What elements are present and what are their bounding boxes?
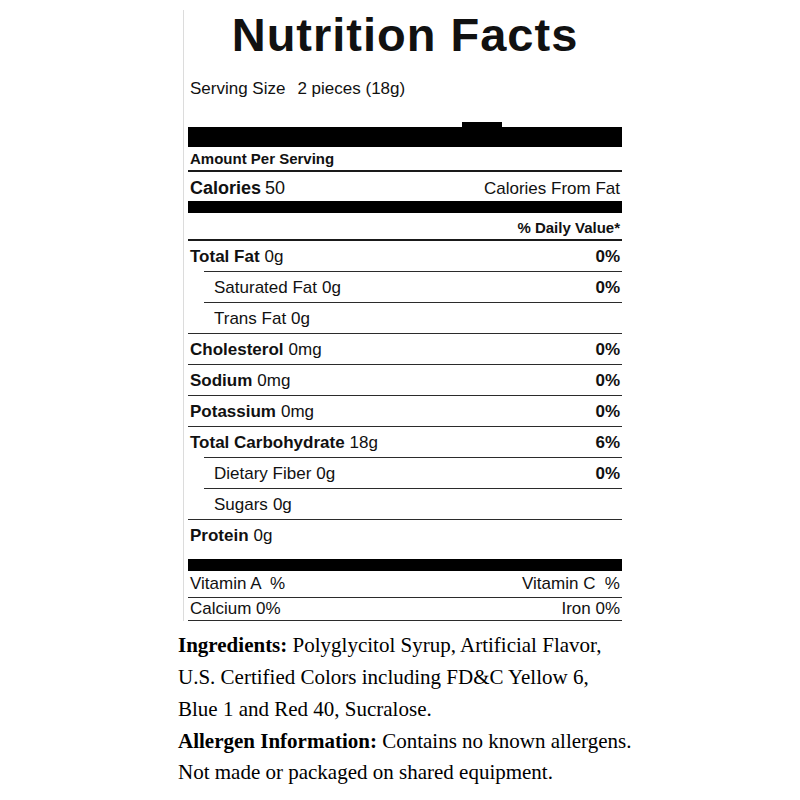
nutrient-amount: 0g [273, 495, 292, 514]
calories-row: Calories50 Calories From Fat [188, 172, 622, 201]
nutrient-row-protein: Protein 0g [188, 520, 622, 551]
nutrient-amount: 0g [322, 278, 341, 297]
nutrient-name: Potassium [190, 402, 276, 421]
nutrient-daily-value: 0% [595, 371, 620, 391]
nutrient-daily-value: 0% [595, 340, 620, 360]
nutrient-daily-value: 0% [595, 278, 620, 298]
nutrient-name: Trans Fat [214, 309, 286, 328]
ingredients-line-3: Blue 1 and Red 40, Sucralose. [178, 693, 663, 725]
nutrient-name: Protein [190, 526, 249, 545]
allergen-line-1: Allergen Information: Contains no known … [178, 726, 663, 757]
thick-rule-notch [462, 122, 502, 128]
daily-value-header: % Daily Value* [188, 213, 622, 241]
nutrient-row-sugars: Sugars 0g [188, 489, 622, 520]
calcium-value: Calcium 0% [190, 599, 281, 619]
iron-value: Iron 0% [561, 599, 620, 619]
nutrient-row-dietary-fiber: Dietary Fiber 0g 0% [188, 458, 622, 489]
nutrient-name: Saturated Fat [214, 278, 317, 297]
nutrient-amount: 0g [316, 464, 335, 483]
nutrient-name: Dietary Fiber [214, 464, 311, 483]
serving-size-row: Serving Size 2 pieces (18g) [188, 80, 622, 97]
ingredients-line-1: Ingredients: Polyglycitol Syrup, Artific… [178, 629, 663, 661]
allergen-section: Allergen Information: Contains no known … [178, 726, 663, 788]
top-thick-rule [188, 127, 622, 147]
vitamin-c-value: Vitamin C % [522, 574, 620, 594]
nutrient-amount: 0mg [257, 371, 290, 390]
vitamin-ac-row: Vitamin A % Vitamin C % [188, 571, 622, 598]
amount-per-serving-header: Amount Per Serving [188, 151, 622, 172]
nutrient-name: Total Fat [190, 247, 260, 266]
nutrient-amount: 18g [350, 433, 378, 452]
calories-value: 50 [265, 178, 285, 198]
nutrient-row-total-fat: Total Fat 0g 0% [188, 241, 622, 272]
serving-size-label: Serving Size [190, 79, 285, 98]
ingredients-heading: Ingredients: [178, 633, 287, 657]
nutrient-amount: 0g [254, 526, 273, 545]
nutrient-amount: 0g [265, 247, 284, 266]
nutrient-amount: 0mg [281, 402, 314, 421]
nutrient-amount: 0mg [289, 340, 322, 359]
label-title: Nutrition Facts [188, 13, 622, 57]
vitamin-a-value: Vitamin A % [190, 574, 285, 594]
nutrient-name: Total Carbohydrate [190, 433, 345, 452]
nutrient-daily-value: 0% [595, 464, 620, 484]
serving-size-value: 2 pieces (18g) [297, 79, 405, 98]
nutrient-daily-value: 0% [595, 402, 620, 422]
nutrient-daily-value: 6% [595, 433, 620, 453]
calories-thick-rule [188, 201, 622, 213]
allergen-line-2: Not made or packaged on shared equipment… [178, 757, 663, 788]
nutrition-label: Nutrition Facts Serving Size 2 pieces (18… [183, 10, 622, 621]
nutrient-row-sodium: Sodium 0mg 0% [188, 365, 622, 396]
nutrient-name: Sugars [214, 495, 268, 514]
nutrient-name: Sodium [190, 371, 252, 390]
nutrient-row-trans-fat: Trans Fat 0g [188, 303, 622, 334]
nutrient-daily-value: 0% [595, 247, 620, 267]
calcium-iron-row: Calcium 0% Iron 0% [188, 598, 622, 621]
calories-from-fat-label: Calories From Fat [484, 179, 620, 199]
nutrient-amount: 0g [291, 309, 310, 328]
vitamins-thick-rule [188, 559, 622, 571]
allergen-heading: Allergen Information: [178, 729, 377, 753]
ingredients-section: Ingredients: Polyglycitol Syrup, Artific… [178, 629, 663, 725]
nutrient-name: Cholesterol [190, 340, 284, 359]
calories-label: Calories50 [190, 178, 285, 199]
ingredients-line-2: U.S. Certified Colors including FD&C Yel… [178, 661, 663, 693]
nutrient-row-saturated-fat: Saturated Fat 0g 0% [188, 272, 622, 303]
nutrient-row-cholesterol: Cholesterol 0mg 0% [188, 334, 622, 365]
nutrient-row-potassium: Potassium 0mg 0% [188, 396, 622, 427]
nutrient-row-total-carbohydrate: Total Carbohydrate 18g 6% [188, 427, 622, 458]
